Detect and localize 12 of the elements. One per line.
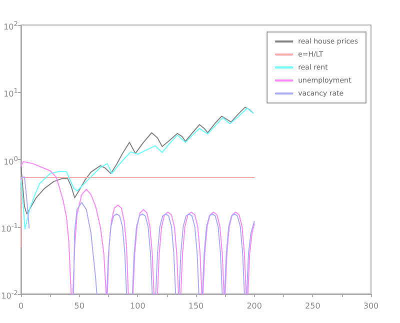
y-tick-label: 10$^{1}$: [4, 86, 18, 100]
y-tick-label: 10$^{-2}$: [1, 288, 18, 302]
x-tick-label: 150: [188, 302, 204, 310]
x-tick-label: 0: [18, 302, 24, 310]
x-tick-label: 300: [363, 302, 379, 310]
x-tick-label: 50: [74, 302, 84, 310]
y-tick-label: 10$^{0}$: [4, 154, 18, 168]
x-tick-label: 250: [305, 302, 320, 310]
y-tick-label: 10$^{-1}$: [1, 220, 18, 234]
x-tick-label: 100: [130, 302, 146, 310]
y-tick-label: 10$^{2}$: [4, 19, 18, 33]
x-tick-label: 200: [246, 302, 262, 310]
